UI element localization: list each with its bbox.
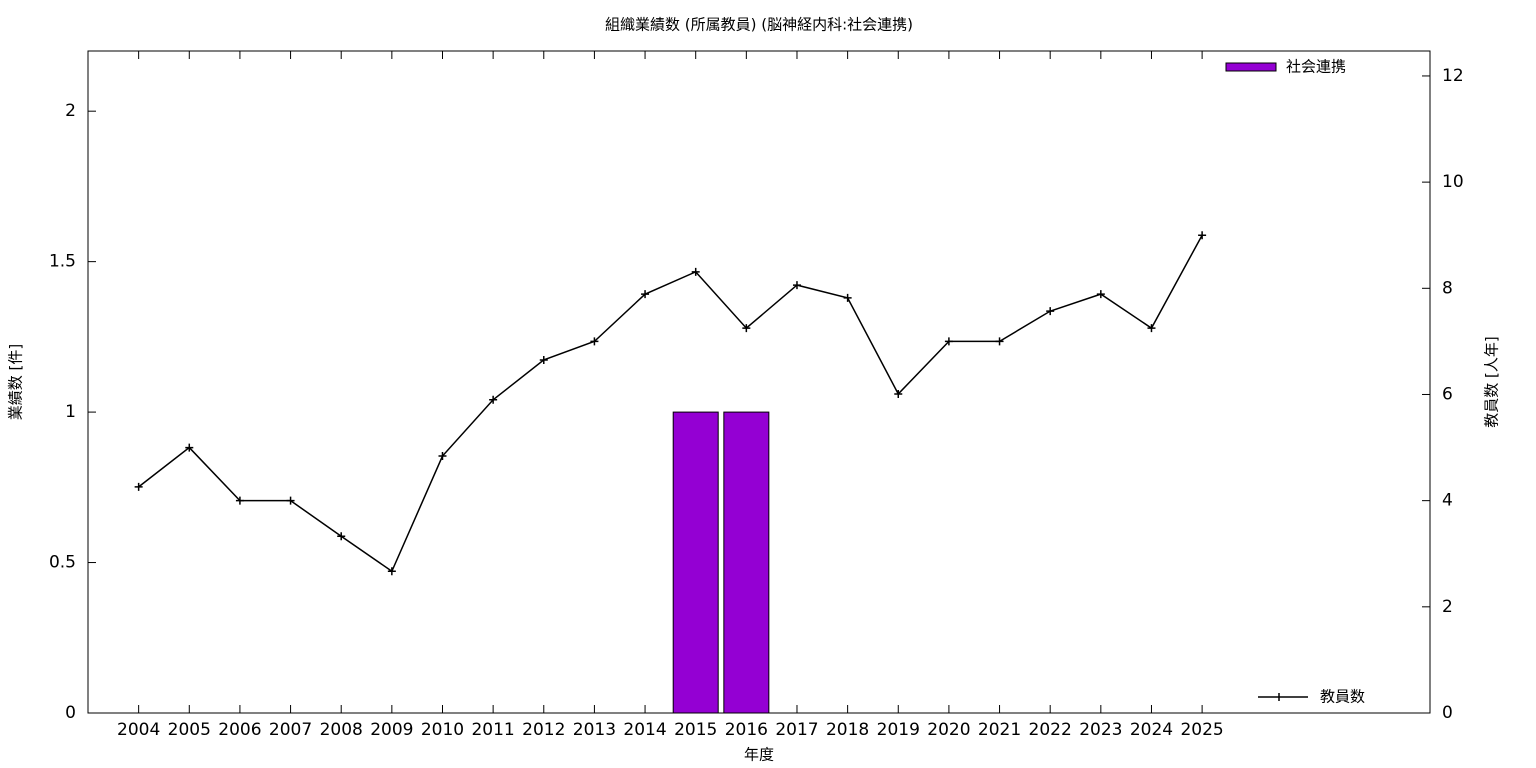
point-marker [1096,290,1105,299]
x-tick-label: 2012 [522,720,565,740]
x-tick-label: 2023 [1079,720,1122,740]
point-marker [438,452,447,461]
point-marker [337,532,346,541]
point-marker [1046,307,1055,316]
point-marker [944,337,953,346]
x-tick-label: 2005 [168,720,211,740]
x-tick-label: 2006 [218,720,261,740]
point-marker [894,389,903,398]
point-marker [539,355,548,364]
y2-tick-label: 12 [1442,66,1464,86]
point-marker [843,293,852,302]
y2-axis-label: 教員数 [人年] [1483,336,1501,427]
x-tick-label: 2010 [421,720,464,740]
x-tick-label: 2024 [1130,720,1173,740]
x-tick-label: 2015 [674,720,717,740]
x-tick-label: 2013 [573,720,616,740]
y-tick-label: 2 [65,101,76,121]
point-marker [641,290,650,299]
point-marker [387,567,396,576]
bar [672,411,719,714]
x-tick-label: 2022 [1029,720,1072,740]
legend-label: 教員数 [1320,688,1365,706]
y2-tick-label: 8 [1442,278,1453,298]
x-tick-label: 2008 [320,720,363,740]
point-marker [1198,231,1207,240]
point-marker [235,496,244,505]
x-tick-label: 2025 [1180,720,1223,740]
x-tick-label: 2009 [370,720,413,740]
x-tick-label: 2004 [117,720,160,740]
y-tick-label: 1 [65,402,76,422]
x-tick-label: 2020 [927,720,970,740]
bar [723,411,770,714]
legend-label: 社会連携 [1286,58,1346,76]
x-tick-label: 2011 [471,720,514,740]
line [138,234,1203,573]
y-tick-label: 0.5 [49,553,76,573]
y-tick-label: 0 [65,703,76,723]
chart-title: 組織業績数 (所属教員) (脳神経内科:社会連携) [605,16,913,34]
point-marker [742,324,751,333]
point-marker [185,443,194,452]
point-marker [286,496,295,505]
x-tick-label: 2014 [623,720,666,740]
point-marker [691,267,700,276]
x-tick-label: 2017 [775,720,818,740]
y2-tick-label: 6 [1442,384,1453,404]
point-marker [995,337,1004,346]
y2-tick-label: 0 [1442,703,1453,723]
y2-tick-label: 4 [1442,491,1453,511]
point-marker [792,281,801,290]
legend-swatch [1225,62,1277,72]
x-tick-label: 2016 [725,720,768,740]
point-marker [1147,324,1156,333]
point-marker [590,337,599,346]
x-tick-label: 2007 [269,720,312,740]
x-axis-label: 年度 [744,746,774,764]
y-axis-label: 業績数 [件] [7,344,25,420]
x-tick-label: 2018 [826,720,869,740]
x-tick-label: 2019 [877,720,920,740]
point-marker [134,482,143,491]
y2-tick-label: 10 [1442,172,1464,192]
x-tick-label: 2021 [978,720,1021,740]
y2-tick-label: 2 [1442,597,1453,617]
point-marker [489,395,498,404]
legend-swatch [1258,693,1308,701]
y-tick-label: 1.5 [49,252,76,272]
